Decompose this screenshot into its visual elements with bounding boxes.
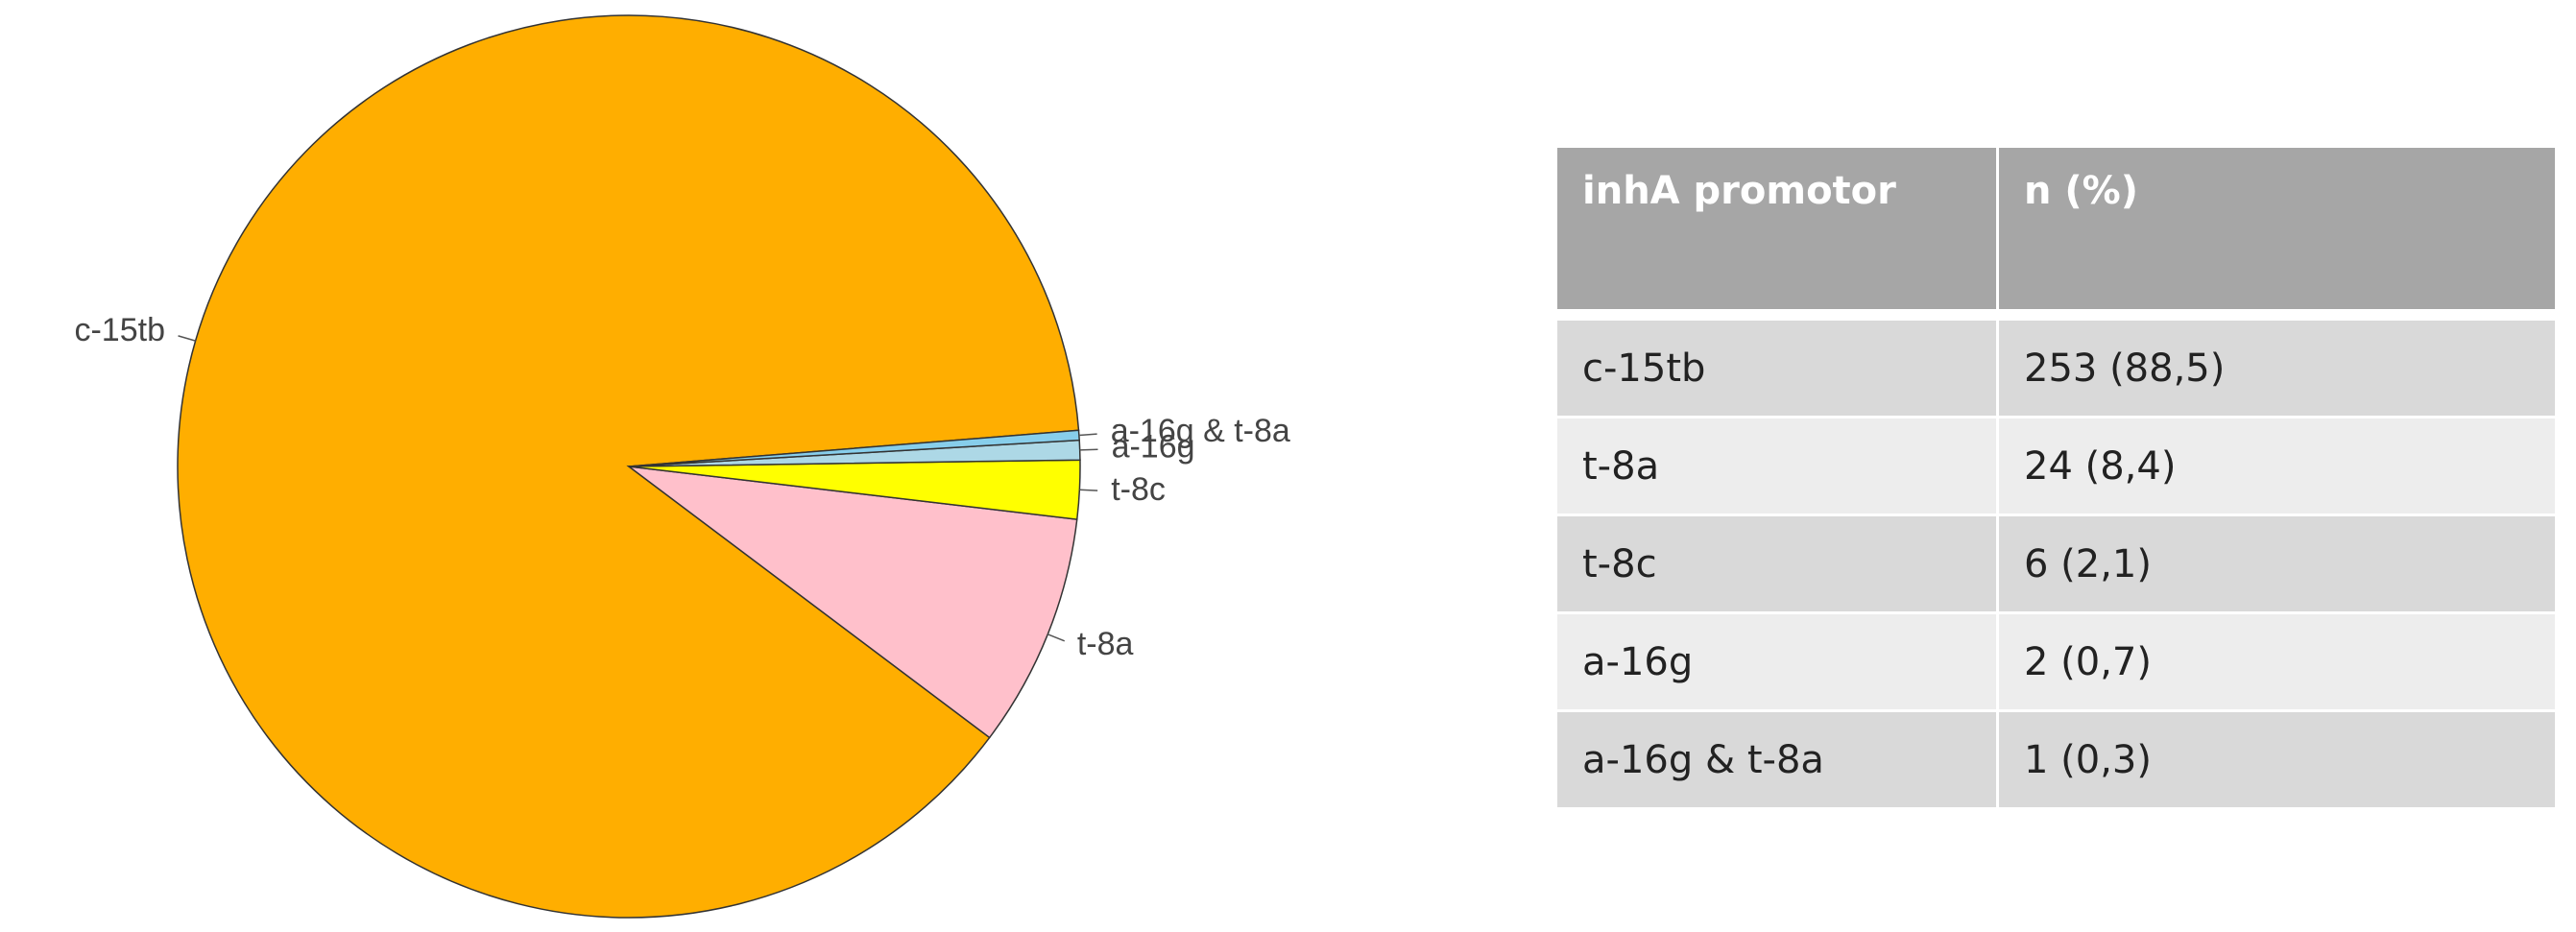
header-cell: n (%)	[1999, 148, 2555, 309]
table-cell: 253 (88,5)	[1999, 321, 2555, 416]
label-tick	[178, 335, 196, 342]
table-row: a-16g 2 (0,7)	[1557, 614, 2555, 712]
table-cell: t-8c	[1557, 516, 1999, 611]
table-row: a-16g & t-8a 1 (0,3)	[1557, 712, 2555, 810]
table-cell: 6 (2,1)	[1999, 516, 2555, 611]
table-cell: 1 (0,3)	[1999, 712, 2555, 807]
table-cell: c-15tb	[1557, 321, 1999, 416]
slice-label: c-15tb	[74, 312, 165, 348]
table-row: t-8c 6 (2,1)	[1557, 516, 2555, 614]
table-cell: t-8a	[1557, 418, 1999, 514]
table-cell: a-16g	[1557, 614, 1999, 709]
table-row: c-15tb 253 (88,5)	[1557, 321, 2555, 418]
slice-label: a-16g	[1112, 429, 1195, 466]
label-tick	[1047, 633, 1066, 642]
table-header: inhA promotor n (%)	[1557, 148, 2555, 321]
label-tick	[1078, 433, 1097, 437]
header-cell: inhA promotor	[1557, 148, 1999, 309]
table: inhA promotor n (%) c-15tb 253 (88,5) t-8a 24…	[1557, 148, 2555, 810]
table-cell: a-16g & t-8a	[1557, 712, 1999, 807]
pie-slice	[626, 465, 1078, 739]
table-cell: 24 (8,4)	[1999, 418, 2555, 514]
label-tick	[1079, 448, 1098, 451]
table-cell: 2 (0,7)	[1999, 614, 2555, 709]
slice-label: t-8a	[1077, 626, 1134, 662]
slice-label: t-8c	[1111, 471, 1166, 508]
slice-label: a-16g & t-8a	[1111, 413, 1290, 449]
table-row: t-8a 24 (8,4)	[1557, 418, 2555, 516]
